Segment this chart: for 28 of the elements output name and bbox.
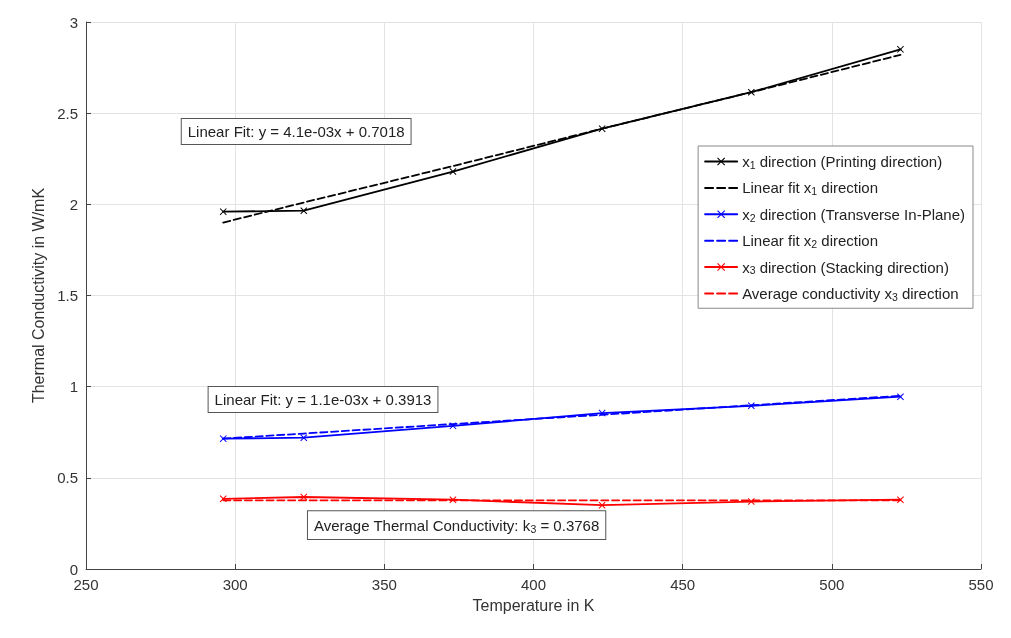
point — [219, 435, 227, 443]
point — [449, 496, 457, 504]
y-tick-label: 0 — [69, 560, 78, 578]
annotation: Linear Fit: y = 1.1e-03x + 0.3913 — [214, 390, 432, 408]
x-tick-label: 500 — [819, 576, 845, 593]
point — [598, 125, 606, 133]
point — [219, 208, 227, 216]
point — [747, 402, 755, 410]
y-tick-label: 2 — [69, 195, 78, 213]
annotation: Linear Fit: y = 4.1e-03x + 0.7018 — [187, 122, 405, 140]
y-tick-label: 1 — [69, 378, 78, 396]
point — [747, 88, 755, 96]
x-tick-label: 400 — [520, 576, 547, 593]
x-axis-title: Temperature in K — [472, 596, 595, 614]
x-tick-label: 250 — [73, 576, 99, 593]
y-tick-label: 1.5 — [57, 287, 78, 304]
y-tick-label: 3 — [69, 13, 78, 31]
y-tick-label: 0.5 — [57, 469, 78, 487]
x-tick-label: 550 — [968, 576, 994, 593]
point — [300, 434, 308, 442]
point — [219, 495, 227, 503]
point — [300, 207, 308, 215]
x-tick-label: 450 — [670, 576, 696, 593]
y-axis-title: Thermal Conductivity in W/mK — [29, 187, 47, 404]
y-tick-label: 2.5 — [57, 104, 78, 122]
point — [449, 168, 457, 176]
x-tick-label: 300 — [222, 576, 248, 593]
x-tick-label: 350 — [371, 576, 397, 593]
